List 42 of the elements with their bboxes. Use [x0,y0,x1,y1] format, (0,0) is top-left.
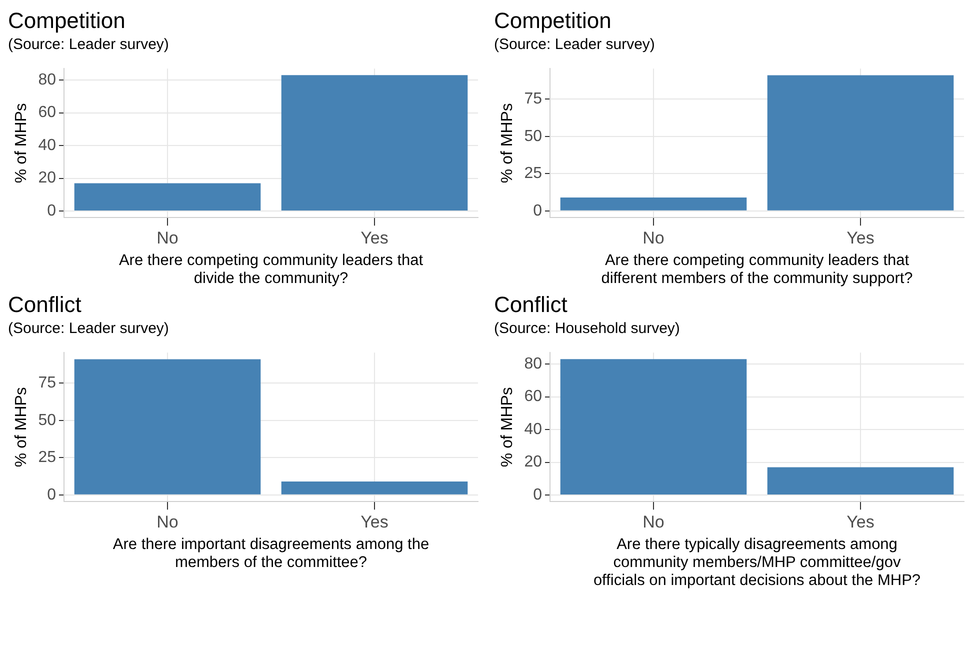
y-tick-label: 25 [524,165,542,182]
y-tick-label: 25 [38,449,56,466]
chart-subtitle: (Source: Leader survey) [494,35,656,55]
x-axis-title: Are there typically disagreements among community members/MHP committee/gov officials on important decisions about the MHP? [592,536,922,590]
x-tick-label: No [642,228,664,248]
y-tick-label: 50 [38,412,56,429]
chart-subtitle: (Source: Leader survey) [8,35,170,55]
x-tick-label: Yes [846,228,874,248]
y-tick-label: 60 [38,104,56,122]
y-tick-label: 0 [47,486,56,504]
y-tick-label: 75 [524,90,542,108]
chart-title: Competition [8,8,126,34]
y-axis-title: % of MHPs [499,103,516,184]
y-axis-title: % of MHPs [13,387,30,468]
y-tick-label: 80 [524,355,542,372]
y-tick-label: 0 [47,202,56,220]
y-axis-title: % of MHPs [13,103,30,184]
x-axis-title: Are there competing community leaders that different members of the community support? [600,252,914,288]
y-tick-label: 80 [38,71,56,88]
y-tick-label: 0 [533,202,542,220]
y-tick-label: 40 [524,420,542,438]
y-tick-label: 20 [524,454,542,471]
x-tick-label: No [156,512,178,532]
x-tick-label: No [642,512,664,532]
chart-title: Conflict [494,292,568,318]
y-tick-label: 40 [38,136,56,154]
chart-title: Conflict [8,292,82,318]
chart-title: Competition [494,8,612,34]
chart-subtitle: (Source: Leader survey) [8,319,170,339]
y-tick-label: 75 [38,374,56,392]
y-tick-label: 20 [38,170,56,187]
y-axis-title: % of MHPs [499,387,516,468]
y-tick-label: 0 [533,486,542,504]
x-tick-label: Yes [360,228,388,248]
chart-subtitle: (Source: Household survey) [494,319,681,339]
x-tick-label: Yes [846,512,874,532]
x-axis-title: Are there important disagreements among the members of the committee? [112,536,430,572]
x-axis-title: Are there competing community leaders that divide the community? [118,252,424,288]
y-tick-label: 50 [524,128,542,145]
x-tick-label: Yes [360,512,388,532]
x-tick-label: No [156,228,178,248]
y-tick-label: 60 [524,388,542,406]
